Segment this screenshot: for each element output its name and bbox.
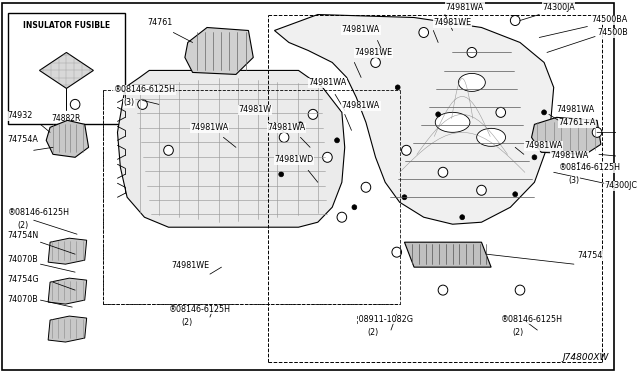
Text: J74800XW: J74800XW	[562, 353, 609, 362]
Text: 74500B: 74500B	[597, 29, 628, 38]
Polygon shape	[48, 316, 86, 342]
Text: INSULATOR FUSIBLE: INSULATOR FUSIBLE	[23, 20, 110, 29]
Text: 74981WA: 74981WA	[551, 151, 589, 160]
Text: ¦08911-1082G: ¦08911-1082G	[356, 315, 413, 324]
Text: 74754: 74754	[578, 251, 603, 260]
Text: 74300JA: 74300JA	[542, 3, 575, 12]
Circle shape	[438, 167, 448, 177]
Ellipse shape	[477, 128, 506, 146]
Polygon shape	[40, 52, 93, 89]
Circle shape	[460, 215, 465, 220]
Text: 74070B: 74070B	[8, 255, 38, 264]
Text: 74500BA: 74500BA	[591, 16, 627, 25]
Circle shape	[436, 112, 440, 117]
Text: 74981WE: 74981WE	[355, 48, 392, 57]
Text: 74981WA: 74981WA	[557, 105, 595, 114]
Text: (3): (3)	[124, 98, 134, 108]
Bar	[8, 13, 125, 124]
Text: (2): (2)	[512, 328, 524, 337]
Text: 74761: 74761	[147, 19, 173, 28]
Circle shape	[323, 152, 332, 162]
Text: 74981W: 74981W	[239, 105, 272, 114]
Circle shape	[396, 85, 400, 90]
Circle shape	[337, 212, 347, 222]
Text: 74981WE: 74981WE	[433, 19, 472, 28]
Text: 74754N: 74754N	[8, 231, 39, 240]
Circle shape	[513, 192, 518, 197]
Text: (2): (2)	[368, 328, 379, 337]
Text: (2): (2)	[17, 221, 29, 230]
Circle shape	[592, 127, 602, 137]
Circle shape	[70, 99, 80, 109]
Circle shape	[164, 145, 173, 155]
Text: (3): (3)	[568, 176, 579, 185]
Polygon shape	[46, 121, 88, 157]
Circle shape	[279, 172, 284, 177]
Ellipse shape	[435, 112, 470, 132]
Text: 74981WA: 74981WA	[308, 78, 346, 87]
Ellipse shape	[458, 73, 485, 92]
Text: 74070B: 74070B	[8, 295, 38, 304]
Circle shape	[477, 185, 486, 195]
Circle shape	[371, 57, 380, 67]
Circle shape	[352, 205, 356, 210]
Circle shape	[335, 138, 339, 143]
Text: 74981WE: 74981WE	[172, 261, 209, 270]
Polygon shape	[404, 242, 491, 267]
Circle shape	[298, 122, 303, 127]
Text: 74932: 74932	[8, 111, 33, 121]
Circle shape	[392, 247, 401, 257]
Text: 74882R: 74882R	[52, 114, 81, 124]
Polygon shape	[275, 15, 554, 224]
Circle shape	[279, 132, 289, 142]
Circle shape	[532, 155, 537, 160]
Text: 74761+A: 74761+A	[559, 118, 596, 127]
Text: 74981WA: 74981WA	[191, 124, 229, 132]
Polygon shape	[185, 28, 253, 74]
Circle shape	[496, 108, 506, 117]
Polygon shape	[48, 238, 86, 264]
Circle shape	[438, 285, 448, 295]
Circle shape	[401, 145, 411, 155]
Circle shape	[138, 99, 147, 109]
Text: ®08146-6125H: ®08146-6125H	[500, 315, 563, 324]
Text: ®08146-6125H: ®08146-6125H	[559, 163, 621, 172]
Text: (2): (2)	[181, 318, 192, 327]
Text: ®08146-6125H: ®08146-6125H	[8, 208, 70, 217]
Text: 74981WA: 74981WA	[342, 25, 380, 35]
Text: ®08146-6125H: ®08146-6125H	[168, 305, 230, 314]
Circle shape	[515, 285, 525, 295]
Text: 74981WA: 74981WA	[342, 102, 380, 110]
Circle shape	[419, 28, 429, 38]
Text: 74754A: 74754A	[8, 135, 38, 144]
Text: ®08146-6125H: ®08146-6125H	[114, 86, 175, 94]
Text: 74981WA: 74981WA	[268, 124, 306, 132]
Circle shape	[402, 195, 407, 200]
Circle shape	[361, 182, 371, 192]
Text: 74754G: 74754G	[8, 275, 39, 284]
Polygon shape	[532, 117, 601, 154]
Polygon shape	[48, 278, 86, 304]
Circle shape	[541, 110, 547, 115]
Circle shape	[510, 16, 520, 26]
Text: 74981WD: 74981WD	[275, 155, 314, 164]
Polygon shape	[118, 70, 345, 227]
Circle shape	[308, 109, 318, 119]
Text: 74300JC: 74300JC	[605, 181, 637, 190]
Text: 74981WA: 74981WA	[525, 141, 563, 150]
Circle shape	[467, 48, 477, 57]
Text: 74981WA: 74981WA	[446, 3, 484, 12]
